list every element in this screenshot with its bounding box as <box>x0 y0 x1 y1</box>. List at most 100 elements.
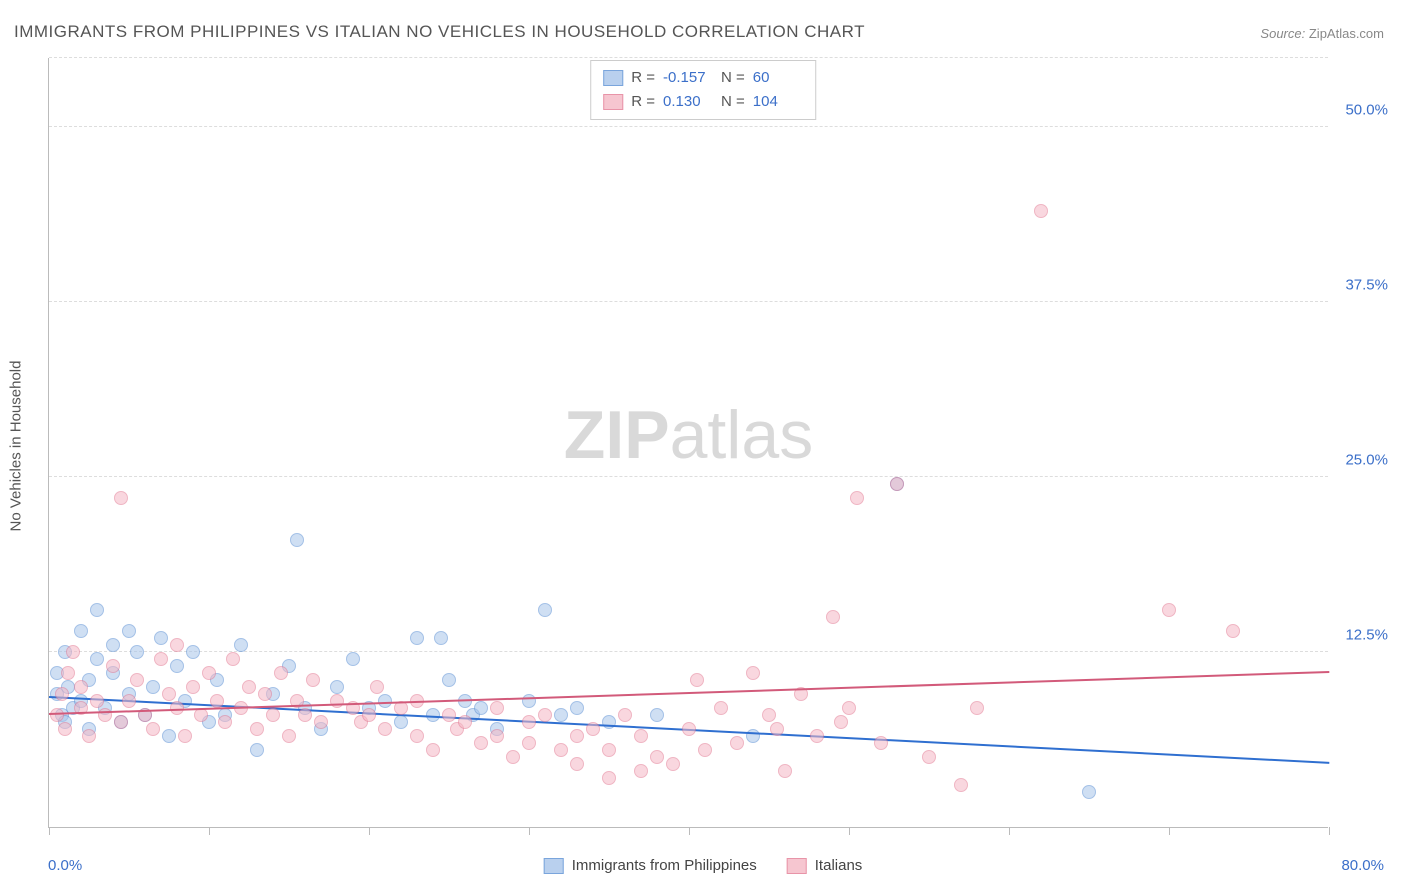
plot-area: ZIPatlas 12.5%25.0%37.5%50.0% <box>48 58 1328 828</box>
data-point <box>106 659 120 673</box>
data-point <box>378 722 392 736</box>
data-point <box>570 757 584 771</box>
x-tick <box>1009 827 1010 835</box>
data-point <box>602 743 616 757</box>
data-point <box>362 708 376 722</box>
data-point <box>122 624 136 638</box>
data-point <box>714 701 728 715</box>
data-point <box>434 631 448 645</box>
x-tick <box>369 827 370 835</box>
stat-r-value: 0.130 <box>663 90 713 114</box>
data-point <box>55 687 69 701</box>
data-point <box>442 708 456 722</box>
data-point <box>690 673 704 687</box>
legend-stats: R =-0.157N =60R =0.130N =104 <box>590 60 816 120</box>
y-axis-label: No Vehicles in Household <box>8 361 25 532</box>
data-point <box>522 715 536 729</box>
data-point <box>74 680 88 694</box>
data-point <box>130 645 144 659</box>
x-axis-max-label: 80.0% <box>1341 857 1384 874</box>
stat-r-label: R = <box>631 66 655 90</box>
x-tick <box>849 827 850 835</box>
data-point <box>762 708 776 722</box>
x-tick <box>1169 827 1170 835</box>
grid-line <box>49 301 1328 302</box>
data-point <box>634 764 648 778</box>
data-point <box>490 701 504 715</box>
data-point <box>394 715 408 729</box>
data-point <box>186 680 200 694</box>
data-point <box>810 729 824 743</box>
data-point <box>170 638 184 652</box>
data-point <box>146 680 160 694</box>
legend-swatch <box>544 858 564 874</box>
data-point <box>634 729 648 743</box>
data-point <box>570 729 584 743</box>
data-point <box>442 673 456 687</box>
data-point <box>234 638 248 652</box>
data-point <box>746 666 760 680</box>
data-point <box>114 491 128 505</box>
data-point <box>682 722 696 736</box>
data-point <box>298 708 312 722</box>
legend-stats-row: R =0.130N =104 <box>603 90 803 114</box>
stat-n-value: 60 <box>753 66 803 90</box>
grid-line <box>49 57 1328 58</box>
data-point <box>178 729 192 743</box>
x-tick <box>689 827 690 835</box>
trend-line <box>49 671 1329 715</box>
data-point <box>90 603 104 617</box>
data-point <box>410 729 424 743</box>
data-point <box>842 701 856 715</box>
data-point <box>330 680 344 694</box>
legend-label: Italians <box>815 857 863 874</box>
data-point <box>146 722 160 736</box>
data-point <box>826 610 840 624</box>
chart-title: IMMIGRANTS FROM PHILIPPINES VS ITALIAN N… <box>14 22 865 42</box>
data-point <box>170 659 184 673</box>
data-point <box>770 722 784 736</box>
data-point <box>330 694 344 708</box>
data-point <box>58 722 72 736</box>
data-point <box>82 729 96 743</box>
data-point <box>650 708 664 722</box>
legend-label: Immigrants from Philippines <box>572 857 757 874</box>
data-point <box>410 631 424 645</box>
x-tick <box>209 827 210 835</box>
watermark: ZIPatlas <box>564 396 813 474</box>
data-point <box>370 680 384 694</box>
data-point <box>258 687 272 701</box>
data-point <box>426 743 440 757</box>
data-point <box>970 701 984 715</box>
data-point <box>242 680 256 694</box>
data-point <box>106 638 120 652</box>
data-point <box>266 708 280 722</box>
data-point <box>834 715 848 729</box>
data-point <box>490 729 504 743</box>
data-point <box>874 736 888 750</box>
data-point <box>154 652 168 666</box>
data-point <box>1034 204 1048 218</box>
data-point <box>202 666 216 680</box>
data-point <box>250 743 264 757</box>
legend-item: Italians <box>787 857 863 874</box>
data-point <box>154 631 168 645</box>
data-point <box>162 729 176 743</box>
data-point <box>474 736 488 750</box>
data-point <box>538 603 552 617</box>
y-tick-label: 25.0% <box>1333 452 1388 469</box>
data-point <box>850 491 864 505</box>
stat-n-label: N = <box>721 66 745 90</box>
data-point <box>474 701 488 715</box>
x-axis-min-label: 0.0% <box>48 857 82 874</box>
legend-swatch <box>603 94 623 110</box>
data-point <box>114 715 128 729</box>
watermark-light: atlas <box>670 397 814 473</box>
data-point <box>130 673 144 687</box>
source-label: Source: <box>1260 26 1305 41</box>
data-point <box>290 533 304 547</box>
data-point <box>506 750 520 764</box>
data-point <box>570 701 584 715</box>
y-tick-label: 37.5% <box>1333 277 1388 294</box>
legend-swatch <box>787 858 807 874</box>
